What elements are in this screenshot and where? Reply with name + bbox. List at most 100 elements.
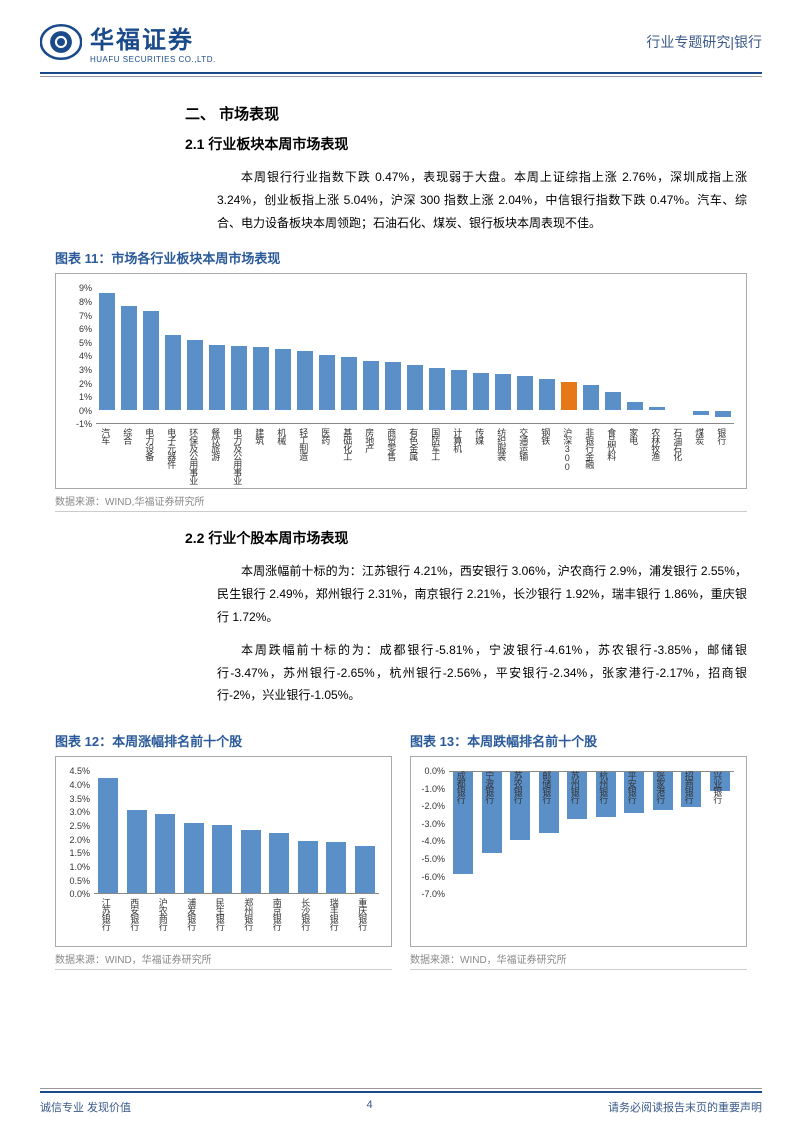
- x-label: 房地产: [363, 428, 376, 452]
- logo: 华福证券 HUAFU SECURITIES CO.,LTD.: [40, 20, 216, 64]
- bar: [715, 411, 730, 417]
- bar: [561, 382, 576, 410]
- y-tick: 4.5%: [64, 766, 90, 776]
- bar: [121, 306, 136, 409]
- x-label: 环保及公用事业: [187, 428, 200, 484]
- bar: [297, 351, 312, 409]
- bar: [326, 842, 346, 893]
- x-label: 石油石化: [671, 428, 684, 460]
- header-category: 行业专题研究|银行: [646, 32, 762, 52]
- y-tick: 3.5%: [64, 794, 90, 804]
- bar: [212, 825, 232, 893]
- figure-12-chart: 0.0% 0.5% 1.0% 1.5% 2.0% 2.5% 3.0% 3.5% 4.0% 4.5%…: [55, 756, 392, 947]
- x-label: 招商银行: [683, 771, 696, 803]
- x-label: 交通运输: [517, 428, 530, 460]
- figure-12-title: 图表 12：本周涨幅排名前十个股: [55, 731, 392, 750]
- y-tick: -4.0%: [419, 836, 445, 846]
- y-tick: 1%: [64, 392, 92, 402]
- y-tick: 4.0%: [64, 780, 90, 790]
- x-label: 郑州银行: [242, 898, 255, 930]
- x-label: 有色金属: [407, 428, 420, 460]
- x-label: 沪农商行: [157, 898, 170, 930]
- bar: [241, 830, 261, 893]
- figure-11-chart: -1%0%1%2%3%4%5%6%7%8%9%汽车综合电力设备电子元器件环保及公…: [55, 273, 747, 489]
- section-2-title: 二、 市场表现: [185, 103, 747, 124]
- section-2-1-title: 2.1 行业板块本周市场表现: [185, 134, 747, 154]
- y-tick: -7.0%: [419, 889, 445, 899]
- x-label: 家电: [627, 428, 640, 444]
- x-label: 国防军工: [429, 428, 442, 460]
- x-label: 南京银行: [271, 898, 284, 930]
- x-label: 餐饮旅游: [209, 428, 222, 460]
- bar: [165, 335, 180, 410]
- x-label: 成都银行: [455, 771, 468, 803]
- y-tick: 0.5%: [64, 876, 90, 886]
- y-tick: 3.0%: [64, 807, 90, 817]
- x-label: 汽车: [99, 428, 112, 444]
- bar: [627, 402, 642, 410]
- logo-text-en: HUAFU SECURITIES CO.,LTD.: [90, 55, 216, 64]
- page-content: 二、 市场表现 2.1 行业板块本周市场表现 本周银行行业指数下跌 0.47%，…: [0, 77, 802, 986]
- section-2-2-title: 2.2 行业个股本周市场表现: [185, 528, 747, 548]
- bar: [155, 814, 175, 893]
- x-label: 基础化工: [341, 428, 354, 460]
- y-tick: 1.0%: [64, 862, 90, 872]
- x-label: 兴业银行: [711, 771, 724, 803]
- footer-left: 诚信专业 发现价值: [40, 1099, 131, 1115]
- x-label: 银行: [715, 428, 728, 444]
- company-logo-icon: [40, 21, 82, 63]
- bar: [231, 346, 246, 410]
- y-tick: 4%: [64, 351, 92, 361]
- bar: [275, 349, 290, 410]
- x-label: 杭州银行: [597, 771, 610, 803]
- bar: [583, 385, 598, 409]
- para-2-1: 本周银行行业指数下跌 0.47%，表现弱于大盘。本周上证综指上涨 2.76%，深…: [217, 166, 747, 234]
- x-label: 计算机: [451, 428, 464, 452]
- y-tick: 2.5%: [64, 821, 90, 831]
- figure-12-source: 数据来源：WIND，华福证券研究所: [55, 951, 392, 970]
- bar: [269, 833, 289, 893]
- bar: [99, 293, 114, 410]
- y-tick: -6.0%: [419, 872, 445, 882]
- y-tick: -1%: [64, 419, 92, 429]
- x-label: 农林牧渔: [649, 428, 662, 460]
- bar: [143, 311, 158, 410]
- bar: [649, 407, 664, 410]
- x-label: 电力设备: [143, 428, 156, 460]
- bar: [98, 778, 118, 893]
- y-tick: 2.0%: [64, 835, 90, 845]
- x-label: 医药: [319, 428, 332, 444]
- header-rule-1: [40, 72, 762, 74]
- figure-13-title: 图表 13：本周跌幅排名前十个股: [410, 731, 747, 750]
- y-tick: 0.0%: [419, 766, 445, 776]
- x-label: 钢铁: [539, 428, 552, 444]
- x-label: 轻工制造: [297, 428, 310, 460]
- y-tick: 0%: [64, 406, 92, 416]
- bar: [355, 846, 375, 893]
- bar: [605, 392, 620, 410]
- x-label: 电力及公用事业: [231, 428, 244, 484]
- bar: [451, 370, 466, 409]
- y-tick: 2%: [64, 379, 92, 389]
- bar: [184, 823, 204, 893]
- bar: [429, 368, 444, 410]
- x-label: 苏农银行: [512, 771, 525, 803]
- bar: [693, 411, 708, 415]
- y-tick: 1.5%: [64, 848, 90, 858]
- x-label: 邮储银行: [540, 771, 553, 803]
- x-label: 瑞丰银行: [328, 898, 341, 930]
- x-label: 机械: [275, 428, 288, 444]
- bar: [127, 810, 147, 894]
- x-label: 综合: [121, 428, 134, 444]
- y-tick: 9%: [64, 283, 92, 293]
- bar: [539, 379, 554, 410]
- bar: [187, 340, 202, 409]
- y-tick: 0.0%: [64, 889, 90, 899]
- y-tick: -5.0%: [419, 854, 445, 864]
- x-label: 非银行金融: [583, 428, 596, 468]
- y-tick: -3.0%: [419, 819, 445, 829]
- x-label: 苏州银行: [569, 771, 582, 803]
- y-tick: -1.0%: [419, 784, 445, 794]
- x-label: 食品饮料: [605, 428, 618, 460]
- x-label: 江苏银行: [100, 898, 113, 930]
